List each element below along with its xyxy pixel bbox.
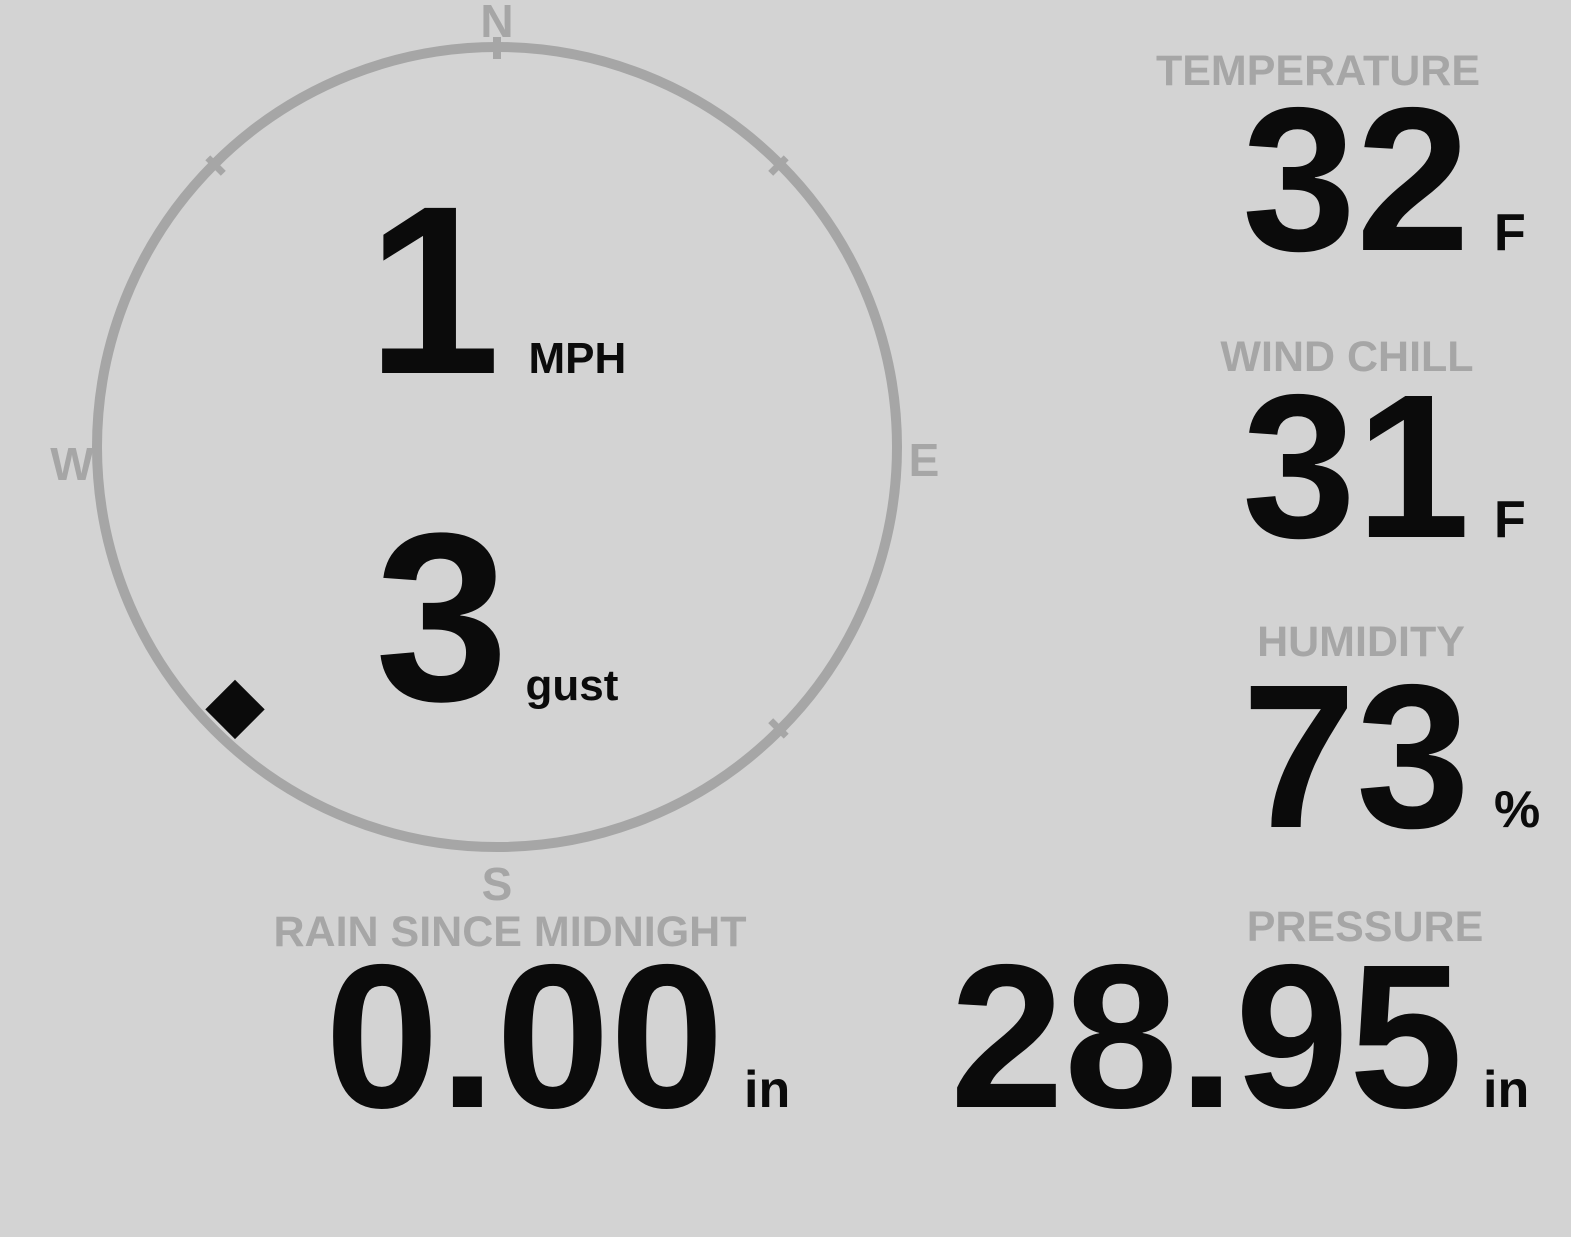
rain-since-midnight-unit: in (744, 1061, 791, 1119)
temperature-unit: F (1494, 204, 1526, 262)
humidity-readout: 73 % (1242, 654, 1540, 859)
wind-speed-value: 1 (367, 156, 501, 424)
pressure-value: 28.95 (950, 922, 1464, 1151)
compass-ring (92, 37, 902, 852)
compass-label-north: N (480, 0, 514, 47)
temperature-value: 32 (1242, 65, 1471, 294)
wind-gust-value: 3 (375, 483, 509, 751)
humidity-value: 73 (1242, 642, 1471, 871)
wind-chill-label: WIND CHILL (1220, 333, 1474, 381)
compass-tick-southeast (768, 718, 789, 739)
wind-direction-marker-icon (205, 679, 265, 740)
wind-gust-unit: gust (525, 661, 619, 710)
compass-label-east: E (908, 434, 940, 486)
compass-tick-northwest (205, 155, 226, 176)
pressure-unit: in (1483, 1061, 1530, 1119)
wind-chill-unit: F (1494, 491, 1526, 549)
compass-label-south: S (481, 858, 513, 910)
pressure-label: PRESSURE (1246, 903, 1484, 951)
wind-chill-readout: 31 F (1242, 364, 1526, 569)
compass-tick-northeast (768, 155, 789, 176)
wind-speed-unit: MPH (528, 334, 627, 383)
pressure-readout: 28.95 in (950, 934, 1529, 1139)
rain-since-midnight-readout: 0.00 in (325, 934, 790, 1139)
wind-speed-readout: 1 MPH (367, 170, 626, 410)
temperature-readout: 32 F (1242, 77, 1526, 282)
humidity-unit: % (1494, 781, 1541, 839)
wind-compass-gauge: N E S W 1 MPH 3 gust (0, 0, 1000, 920)
temperature-label: TEMPERATURE (1155, 47, 1481, 95)
wind-chill-value: 31 (1242, 352, 1471, 581)
rain-since-midnight-value: 0.00 (325, 922, 724, 1151)
rain-since-midnight-label: RAIN SINCE MIDNIGHT (273, 908, 747, 956)
compass-label-west: W (50, 438, 94, 490)
wind-gust-readout: 3 gust (375, 497, 618, 737)
humidity-label: HUMIDITY (1257, 618, 1465, 666)
